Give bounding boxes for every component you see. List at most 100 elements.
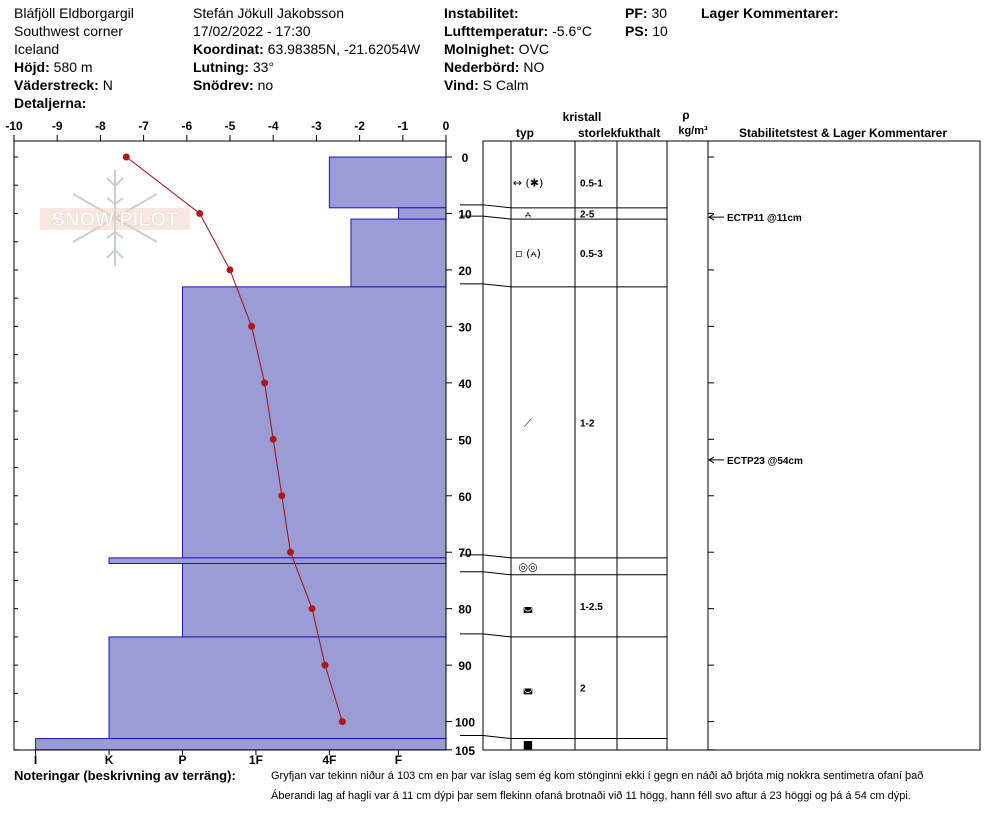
wind-label: Vind: [444, 77, 479, 93]
pf-row: PF: 30 [625, 4, 667, 22]
details-row: Detaljerna: [14, 94, 86, 112]
temperature-point [278, 492, 286, 500]
size-header: storlek [578, 126, 618, 140]
instability-row: Instabilitet: [444, 4, 519, 22]
drift-row: Snödrev: no [193, 76, 273, 94]
depth-tick-label: 50 [458, 433, 472, 447]
depth-tick-label: 105 [455, 744, 475, 758]
layer-connector-diag [482, 554, 512, 559]
layer-connector-diag [482, 215, 512, 220]
temperature-point [338, 718, 346, 726]
hardness-bar [108, 557, 447, 565]
temp-tick-label: -4 [268, 119, 279, 133]
hardness-tick-label: 1F [249, 753, 263, 767]
layer-size: 2-5 [580, 209, 595, 220]
axes: -10 -9 -8 -7 -6 -5 -4 -3 -2 -1 0010203040506070809… [5, 119, 714, 767]
rho-unit-header: kg/m³ [678, 125, 708, 137]
slope-value: 33° [252, 59, 275, 75]
layer-connector-diag [482, 283, 512, 288]
temperature-point [308, 605, 316, 613]
layer-grain-symbol: ■ [523, 738, 533, 751]
layer-grain-symbol: ◛ [523, 682, 534, 695]
hardness-tick-label: K [105, 753, 114, 767]
airtemp-value: -5.6°C [552, 23, 592, 39]
temperature-point [321, 661, 329, 669]
hardness-tick-label: P [178, 753, 186, 767]
temp-tick-label: -2 [354, 119, 365, 133]
temp-tick-label: -7 [138, 119, 149, 133]
depth-tick-label: 60 [458, 490, 472, 504]
aspect-row: Väderstreck: N [14, 76, 113, 94]
drift-value: no [257, 77, 274, 93]
coordinate-row: Koordinat: 63.98385N, -21.62054W [193, 40, 420, 58]
ps-label: PS: [625, 23, 649, 39]
temperature-profile [122, 153, 346, 726]
temp-tick-label: -1 [397, 119, 408, 133]
hardness-bar [397, 207, 447, 220]
layer-comments-header: Lager Kommentarer: [701, 4, 839, 22]
drift-label: Snödrev: [193, 77, 254, 93]
layer-size: 2 [580, 684, 586, 695]
layer-grain-symbol: ▫ (⩜) [515, 247, 541, 260]
stability-marker-arrow [708, 456, 715, 464]
layer-size: 1-2.5 [580, 602, 603, 613]
temp-tick-label: -5 [225, 119, 236, 133]
crystal-header: kristall [563, 110, 602, 124]
details-label: Detaljerna: [14, 95, 87, 111]
coord-value: 63.98385N, -21.62054W [267, 41, 421, 57]
table-frame [482, 140, 981, 751]
depth-tick-label: 100 [455, 716, 475, 730]
stability-test-label: ECTP11 @11cm [727, 213, 802, 224]
watermark-text: SNOW PILOT [52, 209, 179, 231]
hardness-bar [328, 156, 447, 209]
hardness-tick-label: F [395, 753, 402, 767]
coord-label: Koordinat: [193, 41, 264, 57]
layer-connector-diag [482, 204, 512, 209]
wind-row: Vind: S Calm [444, 76, 529, 94]
notes-line-1: Gryfjan var tekinn niður á 103 cm en þar… [271, 770, 924, 782]
temperature-point [269, 435, 277, 443]
ps-value: 10 [652, 23, 668, 39]
altitude-row: Höjd: 580 m [14, 58, 93, 76]
hardness-bars [35, 156, 447, 751]
stability-test-label: ECTP23 @54cm [727, 456, 803, 467]
depth-tick-label: 20 [458, 264, 472, 278]
hardness-bar [181, 286, 447, 559]
temperature-point [196, 209, 204, 217]
country-name: Iceland [14, 41, 60, 57]
wind-value: S Calm [482, 77, 529, 93]
layer-grain-symbol: ↔ (✱) [513, 176, 544, 189]
layer-grain-symbol: ◎◎ [518, 560, 537, 573]
aspect-label: Väderstreck: [14, 77, 99, 93]
precip-value: NO [523, 59, 545, 75]
cloud-row: Molnighet: OVC [444, 40, 549, 58]
airtemp-row: Lufttemperatur: -5.6°C [444, 22, 592, 40]
temp-tick-label: -9 [52, 119, 63, 133]
layer-size: 0.5-1 [580, 178, 603, 189]
layer-connector-diag [482, 735, 512, 740]
notes-line-2: Áberandi lag af hagli var á 11 cm dýpi þ… [271, 790, 911, 802]
type-header: typ [516, 126, 534, 140]
rho-header: ρ [682, 108, 689, 122]
pf-label: PF: [625, 5, 648, 21]
depth-tick-label: 10 [458, 207, 472, 221]
slope-label: Lutning: [193, 59, 249, 75]
hardness-tick-label: 4F [322, 753, 336, 767]
layer-size: 1-2 [580, 418, 595, 429]
layer-comments-label: Lager Kommentarer: [701, 5, 839, 21]
temp-tick-label: -10 [5, 119, 23, 133]
temperature-point [248, 322, 256, 330]
temp-tick-label: -3 [311, 119, 322, 133]
depth-tick-label: 90 [458, 659, 472, 673]
hardness-bar [35, 738, 447, 751]
observation-datetime: 17/02/2022 - 17:30 [193, 23, 311, 39]
depth-tick-label: 0 [462, 151, 469, 165]
observer-name: Stefán Jökull Jakobsson [193, 5, 344, 21]
hardness-bar [108, 636, 447, 740]
precip-label: Nederbörd: [444, 59, 520, 75]
depth-tick-label: 40 [458, 377, 472, 391]
precip-row: Nederbörd: NO [444, 58, 544, 76]
layer-connector-diag [482, 633, 512, 638]
cloud-value: OVC [518, 41, 549, 57]
